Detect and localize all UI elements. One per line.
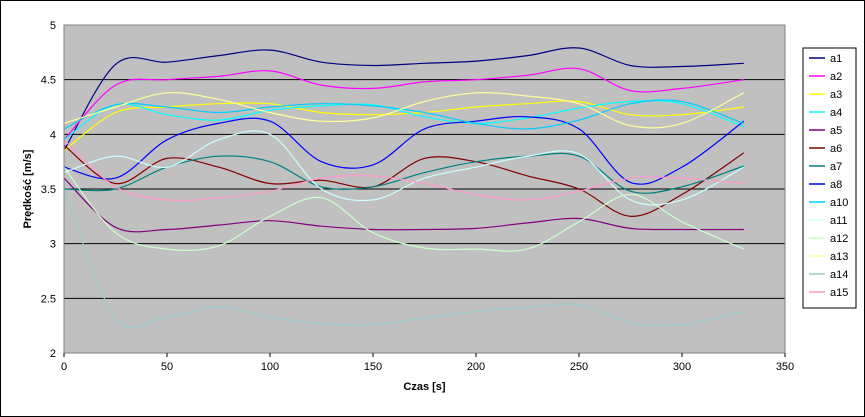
legend-label-a2: a2 xyxy=(830,71,842,83)
legend-label-a11: a11 xyxy=(830,215,848,227)
x-tick-label: 0 xyxy=(61,361,67,373)
legend-label-a15: a15 xyxy=(830,287,848,299)
legend-label-a8: a8 xyxy=(830,179,842,191)
y-tick-label: 4 xyxy=(50,129,56,141)
legend-label-a10: a10 xyxy=(830,197,848,209)
series-line-a8 xyxy=(63,115,745,185)
x-tick-label: 350 xyxy=(776,361,794,373)
legend-label-a7: a7 xyxy=(830,161,842,173)
y-tick-label: 3 xyxy=(50,239,56,251)
series-line-a4 xyxy=(63,100,745,141)
legend-label-a6: a6 xyxy=(830,143,842,155)
series-line-a1 xyxy=(63,47,744,152)
series-line-a5 xyxy=(63,177,744,233)
series-line-a11 xyxy=(63,130,745,206)
legend-label-a14: a14 xyxy=(830,269,848,281)
plot-border xyxy=(63,24,786,354)
x-tick-label: 150 xyxy=(364,361,382,373)
series-line-a14 xyxy=(63,188,744,329)
y-tick-label: 4.5 xyxy=(41,75,56,87)
y-tick-label: 2.5 xyxy=(41,293,56,305)
x-axis-title: Czas [s] xyxy=(403,381,446,393)
series-line-a2 xyxy=(63,67,744,141)
legend: a1 a2 a3 a4 a5 a6 a7 a8 a10 a11 a12 a13 a14 a15 xyxy=(802,47,857,309)
x-tick-label: 200 xyxy=(467,361,485,373)
x-tick-labels: 0 50 100 150 200 250 300 350 xyxy=(61,353,794,373)
series-line-a6 xyxy=(63,144,745,217)
x-tick-label: 300 xyxy=(673,361,691,373)
legend-box xyxy=(802,47,857,309)
legend-label-a3: a3 xyxy=(830,89,842,101)
y-axis-title: Prędkość [m/s] xyxy=(22,149,34,228)
series-line-a12 xyxy=(63,166,745,252)
legend-label-a4: a4 xyxy=(830,107,842,119)
legend-label-a1: a1 xyxy=(830,53,842,65)
x-tick-label: 50 xyxy=(161,361,173,373)
x-tick-label: 100 xyxy=(261,361,279,373)
legend-label-a13: a13 xyxy=(830,251,848,263)
legend-label-a5: a5 xyxy=(830,125,842,137)
y-tick-label: 2 xyxy=(50,348,56,360)
gridlines xyxy=(64,79,785,299)
y-tick-label: 5 xyxy=(50,20,56,32)
series-line-a15 xyxy=(63,139,744,202)
x-tick-label: 250 xyxy=(570,361,588,373)
y-tick-label: 3.5 xyxy=(41,184,56,196)
legend-label-a12: a12 xyxy=(830,233,848,245)
series-line-a13 xyxy=(63,91,745,129)
y-tick-labels: 2 2.5 3 3.5 4 4.5 5 xyxy=(41,20,56,360)
series-lines xyxy=(63,47,745,329)
